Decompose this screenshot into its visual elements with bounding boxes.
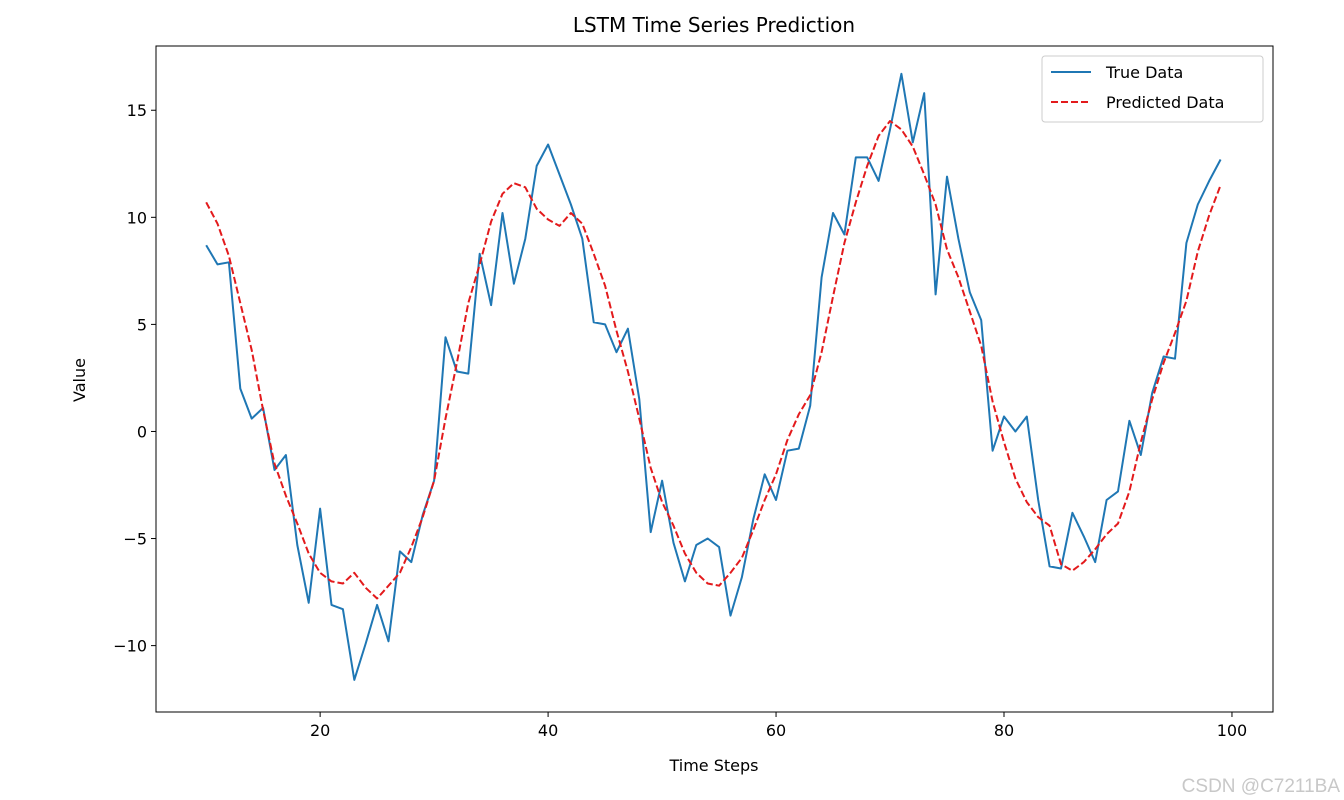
legend-box: [1041, 55, 1264, 123]
x-tick-label: 60: [766, 721, 786, 740]
x-axis-label: Time Steps: [668, 756, 758, 775]
plot-frame: [155, 45, 1274, 713]
x-tick-label: 80: [994, 721, 1014, 740]
series-line-predicted-data: [205, 120, 1222, 600]
watermark: CSDN @C7211BA: [1181, 776, 1340, 797]
y-tick-label: −10: [113, 637, 147, 656]
y-tick-label: 10: [127, 208, 147, 227]
chart-title: LSTM Time Series Prediction: [573, 13, 855, 37]
x-tick-label: 40: [538, 721, 558, 740]
y-tick-label: 15: [127, 101, 147, 120]
x-tick-label: 100: [1217, 721, 1248, 740]
x-tick-label: 20: [310, 721, 330, 740]
series-line-true-data: [205, 72, 1222, 681]
legend-label-predicted-data: Predicted Data: [1106, 93, 1224, 112]
y-tick-label: 5: [137, 315, 147, 334]
legend: True Data Predicted Data: [1041, 55, 1264, 123]
y-axis-label: Value: [70, 358, 89, 402]
y-tick-label: −5: [123, 530, 147, 549]
y-tick-label: 0: [137, 422, 147, 441]
legend-label-true-data: True Data: [1105, 63, 1183, 82]
